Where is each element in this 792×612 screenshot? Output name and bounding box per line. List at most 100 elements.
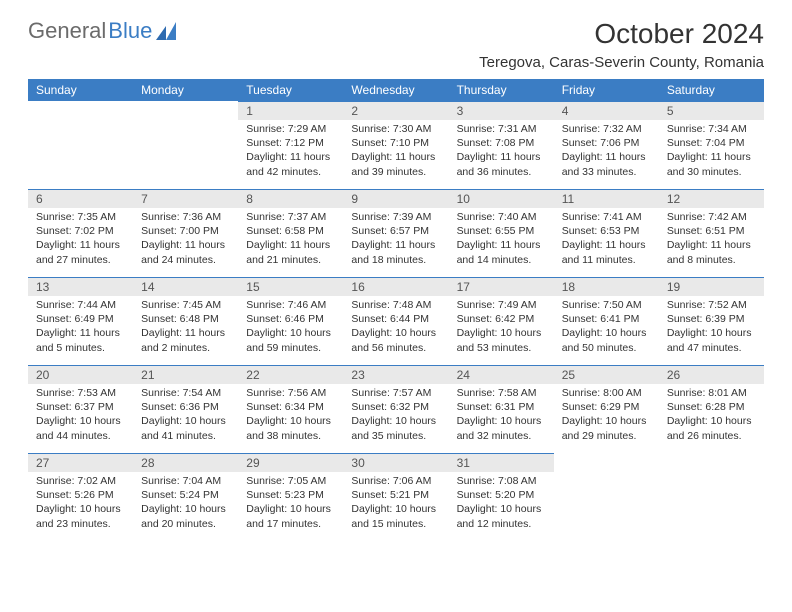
- sunrise-text: Sunrise: 7:32 AM: [562, 122, 651, 136]
- sunrise-text: Sunrise: 7:29 AM: [246, 122, 335, 136]
- day-header: Monday: [133, 79, 238, 101]
- calendar-day-cell: 14Sunrise: 7:45 AMSunset: 6:48 PMDayligh…: [133, 277, 238, 365]
- day-details: Sunrise: 7:45 AMSunset: 6:48 PMDaylight:…: [133, 296, 238, 359]
- day-header: Friday: [554, 79, 659, 101]
- calendar-empty-cell: [28, 101, 133, 189]
- day-number: 2: [343, 101, 448, 120]
- day-number: 18: [554, 277, 659, 296]
- sunrise-text: Sunrise: 7:39 AM: [351, 210, 440, 224]
- sunrise-text: Sunrise: 7:54 AM: [141, 386, 230, 400]
- sunset-text: Sunset: 6:57 PM: [351, 224, 440, 238]
- calendar-week-row: 20Sunrise: 7:53 AMSunset: 6:37 PMDayligh…: [28, 365, 764, 453]
- sunset-text: Sunset: 6:39 PM: [667, 312, 756, 326]
- sunset-text: Sunset: 6:29 PM: [562, 400, 651, 414]
- daylight-text: Daylight: 10 hours and 23 minutes.: [36, 502, 125, 530]
- day-details: Sunrise: 7:48 AMSunset: 6:44 PMDaylight:…: [343, 296, 448, 359]
- sunrise-text: Sunrise: 7:40 AM: [457, 210, 546, 224]
- calendar-day-cell: 26Sunrise: 8:01 AMSunset: 6:28 PMDayligh…: [659, 365, 764, 453]
- daylight-text: Daylight: 11 hours and 39 minutes.: [351, 150, 440, 178]
- sunset-text: Sunset: 5:20 PM: [457, 488, 546, 502]
- day-details: Sunrise: 7:02 AMSunset: 5:26 PMDaylight:…: [28, 472, 133, 535]
- calendar-day-cell: 29Sunrise: 7:05 AMSunset: 5:23 PMDayligh…: [238, 453, 343, 541]
- sunrise-text: Sunrise: 7:30 AM: [351, 122, 440, 136]
- daylight-text: Daylight: 11 hours and 2 minutes.: [141, 326, 230, 354]
- calendar-day-cell: 10Sunrise: 7:40 AMSunset: 6:55 PMDayligh…: [449, 189, 554, 277]
- day-details: Sunrise: 7:41 AMSunset: 6:53 PMDaylight:…: [554, 208, 659, 271]
- calendar-day-cell: 12Sunrise: 7:42 AMSunset: 6:51 PMDayligh…: [659, 189, 764, 277]
- day-number: 21: [133, 365, 238, 384]
- day-number: 28: [133, 453, 238, 472]
- calendar-day-cell: 22Sunrise: 7:56 AMSunset: 6:34 PMDayligh…: [238, 365, 343, 453]
- sunset-text: Sunset: 6:46 PM: [246, 312, 335, 326]
- calendar-day-cell: 30Sunrise: 7:06 AMSunset: 5:21 PMDayligh…: [343, 453, 448, 541]
- day-number: 7: [133, 189, 238, 208]
- day-number: 16: [343, 277, 448, 296]
- daylight-text: Daylight: 10 hours and 15 minutes.: [351, 502, 440, 530]
- day-header: Thursday: [449, 79, 554, 101]
- day-details: Sunrise: 7:05 AMSunset: 5:23 PMDaylight:…: [238, 472, 343, 535]
- day-number: 19: [659, 277, 764, 296]
- calendar-day-cell: 24Sunrise: 7:58 AMSunset: 6:31 PMDayligh…: [449, 365, 554, 453]
- sunset-text: Sunset: 6:53 PM: [562, 224, 651, 238]
- day-number: 25: [554, 365, 659, 384]
- day-number: 13: [28, 277, 133, 296]
- calendar-day-cell: 9Sunrise: 7:39 AMSunset: 6:57 PMDaylight…: [343, 189, 448, 277]
- day-details: Sunrise: 7:32 AMSunset: 7:06 PMDaylight:…: [554, 120, 659, 183]
- day-details: Sunrise: 7:36 AMSunset: 7:00 PMDaylight:…: [133, 208, 238, 271]
- day-number: 1: [238, 101, 343, 120]
- sunrise-text: Sunrise: 7:37 AM: [246, 210, 335, 224]
- sunset-text: Sunset: 6:34 PM: [246, 400, 335, 414]
- day-details: Sunrise: 7:08 AMSunset: 5:20 PMDaylight:…: [449, 472, 554, 535]
- logo-text-1: General: [28, 18, 106, 44]
- sunrise-text: Sunrise: 7:35 AM: [36, 210, 125, 224]
- day-details: Sunrise: 7:50 AMSunset: 6:41 PMDaylight:…: [554, 296, 659, 359]
- day-number: 22: [238, 365, 343, 384]
- calendar-day-cell: 16Sunrise: 7:48 AMSunset: 6:44 PMDayligh…: [343, 277, 448, 365]
- day-header: Sunday: [28, 79, 133, 101]
- calendar-day-cell: 31Sunrise: 7:08 AMSunset: 5:20 PMDayligh…: [449, 453, 554, 541]
- daylight-text: Daylight: 11 hours and 27 minutes.: [36, 238, 125, 266]
- sunrise-text: Sunrise: 7:52 AM: [667, 298, 756, 312]
- day-details: Sunrise: 7:34 AMSunset: 7:04 PMDaylight:…: [659, 120, 764, 183]
- day-number: 31: [449, 453, 554, 472]
- day-number: 10: [449, 189, 554, 208]
- day-header-row: SundayMondayTuesdayWednesdayThursdayFrid…: [28, 79, 764, 101]
- day-details: Sunrise: 7:30 AMSunset: 7:10 PMDaylight:…: [343, 120, 448, 183]
- sunrise-text: Sunrise: 7:05 AM: [246, 474, 335, 488]
- sunrise-text: Sunrise: 7:36 AM: [141, 210, 230, 224]
- day-details: Sunrise: 7:58 AMSunset: 6:31 PMDaylight:…: [449, 384, 554, 447]
- sunset-text: Sunset: 6:58 PM: [246, 224, 335, 238]
- logo-icon: [156, 22, 180, 40]
- day-number: 30: [343, 453, 448, 472]
- calendar-day-cell: 1Sunrise: 7:29 AMSunset: 7:12 PMDaylight…: [238, 101, 343, 189]
- day-number: 15: [238, 277, 343, 296]
- day-header: Tuesday: [238, 79, 343, 101]
- calendar-day-cell: 3Sunrise: 7:31 AMSunset: 7:08 PMDaylight…: [449, 101, 554, 189]
- day-details: Sunrise: 7:57 AMSunset: 6:32 PMDaylight:…: [343, 384, 448, 447]
- sunrise-text: Sunrise: 7:45 AM: [141, 298, 230, 312]
- calendar-day-cell: 6Sunrise: 7:35 AMSunset: 7:02 PMDaylight…: [28, 189, 133, 277]
- daylight-text: Daylight: 10 hours and 29 minutes.: [562, 414, 651, 442]
- daylight-text: Daylight: 10 hours and 41 minutes.: [141, 414, 230, 442]
- daylight-text: Daylight: 10 hours and 12 minutes.: [457, 502, 546, 530]
- daylight-text: Daylight: 11 hours and 36 minutes.: [457, 150, 546, 178]
- daylight-text: Daylight: 11 hours and 8 minutes.: [667, 238, 756, 266]
- calendar-day-cell: 8Sunrise: 7:37 AMSunset: 6:58 PMDaylight…: [238, 189, 343, 277]
- daylight-text: Daylight: 11 hours and 24 minutes.: [141, 238, 230, 266]
- daylight-text: Daylight: 10 hours and 32 minutes.: [457, 414, 546, 442]
- calendar-day-cell: 19Sunrise: 7:52 AMSunset: 6:39 PMDayligh…: [659, 277, 764, 365]
- day-details: Sunrise: 7:39 AMSunset: 6:57 PMDaylight:…: [343, 208, 448, 271]
- sunset-text: Sunset: 6:32 PM: [351, 400, 440, 414]
- daylight-text: Daylight: 10 hours and 50 minutes.: [562, 326, 651, 354]
- sunrise-text: Sunrise: 7:57 AM: [351, 386, 440, 400]
- calendar-day-cell: 23Sunrise: 7:57 AMSunset: 6:32 PMDayligh…: [343, 365, 448, 453]
- calendar-week-row: 1Sunrise: 7:29 AMSunset: 7:12 PMDaylight…: [28, 101, 764, 189]
- day-details: Sunrise: 7:31 AMSunset: 7:08 PMDaylight:…: [449, 120, 554, 183]
- day-number: 12: [659, 189, 764, 208]
- sunrise-text: Sunrise: 7:50 AM: [562, 298, 651, 312]
- sunset-text: Sunset: 6:51 PM: [667, 224, 756, 238]
- sunset-text: Sunset: 7:10 PM: [351, 136, 440, 150]
- sunset-text: Sunset: 6:37 PM: [36, 400, 125, 414]
- calendar-week-row: 6Sunrise: 7:35 AMSunset: 7:02 PMDaylight…: [28, 189, 764, 277]
- day-number: 8: [238, 189, 343, 208]
